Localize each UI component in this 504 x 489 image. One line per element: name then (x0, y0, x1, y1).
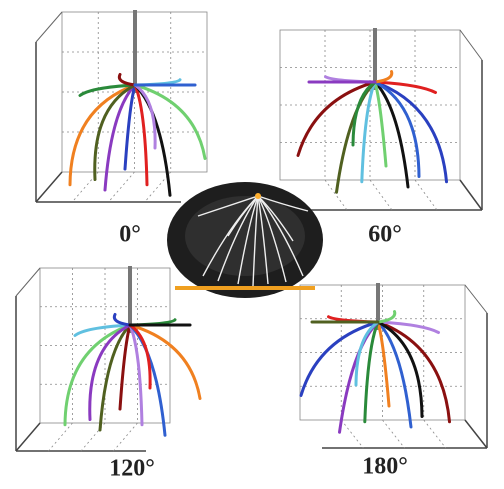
angle-label: 120° (109, 456, 155, 482)
photo-root (252, 195, 259, 287)
floor-grid (108, 171, 135, 203)
photo-root (217, 195, 259, 282)
photo-root (197, 195, 259, 217)
root (128, 323, 152, 390)
floor-grid (369, 179, 393, 211)
floor-grid (423, 419, 447, 449)
plot-panel (15, 266, 202, 452)
root (88, 323, 132, 421)
root (354, 320, 380, 387)
floor-grid (324, 179, 348, 211)
root (133, 83, 149, 187)
root (128, 323, 202, 400)
root (93, 83, 137, 181)
root (98, 323, 132, 432)
root (118, 323, 132, 411)
floor-grid (414, 179, 438, 211)
box-edge (15, 422, 41, 452)
root (351, 80, 377, 147)
panels (15, 10, 488, 452)
box-edge (464, 284, 488, 314)
root (128, 323, 144, 427)
root (376, 320, 391, 408)
root (363, 320, 380, 424)
plot-panel (299, 283, 488, 449)
angle-label: 60° (368, 222, 402, 248)
root (376, 320, 451, 424)
root (376, 310, 397, 324)
root (112, 313, 132, 327)
floor-grid (382, 419, 405, 449)
angle-label: 180° (362, 454, 408, 480)
plot-panel (35, 10, 208, 203)
root (123, 83, 137, 171)
root (78, 83, 137, 97)
root (376, 320, 424, 418)
photo-root (257, 195, 287, 283)
root (63, 323, 132, 427)
root (376, 320, 440, 334)
root (103, 83, 137, 192)
root (373, 80, 437, 94)
photo-glow (185, 196, 305, 276)
photo-root (257, 195, 309, 212)
floor-grid (340, 419, 364, 449)
box-edge (464, 419, 488, 449)
floor-grid (48, 422, 73, 452)
root (299, 320, 380, 397)
photo-root (257, 195, 304, 277)
root (68, 83, 137, 187)
root (360, 80, 377, 184)
photo-root (257, 195, 269, 285)
root (376, 320, 413, 429)
box-edge (35, 11, 63, 43)
photo-root (257, 195, 294, 242)
root (373, 80, 421, 178)
root (117, 73, 137, 87)
root (133, 83, 207, 160)
photo-root (227, 195, 259, 237)
root (373, 80, 448, 184)
root (296, 80, 377, 157)
photo-roots (197, 195, 309, 287)
root (133, 83, 157, 150)
plot-panel (279, 28, 483, 211)
box-edge (459, 29, 483, 61)
root (73, 323, 132, 337)
photo-root (237, 195, 259, 285)
root-base (255, 193, 261, 199)
root (373, 80, 388, 168)
floor-grid (113, 422, 138, 452)
angle-label: 0° (119, 222, 141, 248)
root (373, 80, 410, 189)
root (373, 70, 394, 84)
box-edge (459, 179, 483, 211)
root-photo (167, 182, 323, 298)
box-edge (35, 171, 63, 203)
box-edge (15, 267, 41, 297)
